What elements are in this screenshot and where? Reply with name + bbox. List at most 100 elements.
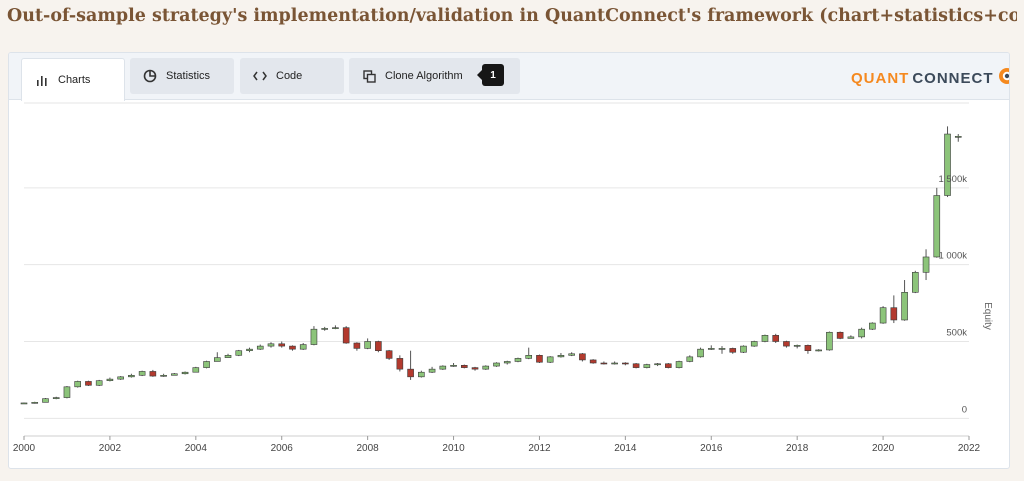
candle[interactable] xyxy=(826,331,833,351)
candle[interactable] xyxy=(729,347,737,354)
candle[interactable] xyxy=(954,134,962,142)
candle[interactable] xyxy=(761,334,769,343)
candle[interactable] xyxy=(804,344,812,354)
clone-icon xyxy=(361,68,377,84)
candle[interactable] xyxy=(665,363,672,369)
candle[interactable] xyxy=(503,360,511,365)
candle[interactable] xyxy=(224,353,232,358)
candle[interactable] xyxy=(493,362,500,367)
candle[interactable] xyxy=(482,365,490,370)
candle[interactable] xyxy=(95,379,103,387)
candle[interactable] xyxy=(375,340,382,353)
candle[interactable] xyxy=(439,365,447,370)
tab-charts[interactable]: Charts xyxy=(21,58,125,101)
candle[interactable] xyxy=(589,359,597,364)
candle[interactable] xyxy=(858,327,865,339)
candle[interactable] xyxy=(138,370,146,377)
candle[interactable] xyxy=(278,341,286,348)
equity-chart[interactable]: 2000 2002 2004 2006 2008 2010 2012 2014 2016 2018… xyxy=(9,101,1009,468)
candle[interactable] xyxy=(783,340,790,348)
candle[interactable] xyxy=(869,322,876,330)
candle[interactable] xyxy=(611,361,618,365)
candle[interactable] xyxy=(289,345,296,351)
candle[interactable] xyxy=(117,376,124,380)
candle[interactable] xyxy=(557,353,565,358)
candle[interactable] xyxy=(63,386,71,399)
candle[interactable] xyxy=(901,280,908,321)
tab-code-label: Code xyxy=(276,70,303,82)
candle[interactable] xyxy=(643,363,651,369)
candle-body xyxy=(160,374,167,377)
candle[interactable] xyxy=(750,340,758,347)
candle[interactable] xyxy=(836,331,844,340)
x-tick-label: 2016 xyxy=(700,443,723,454)
candle[interactable] xyxy=(772,333,780,344)
quantconnect-logo[interactable]: QUANT CONNECT xyxy=(851,66,1009,91)
candle[interactable] xyxy=(364,338,371,350)
candle[interactable] xyxy=(740,345,747,354)
candle[interactable] xyxy=(267,342,275,348)
candle[interactable] xyxy=(353,342,361,351)
candle[interactable] xyxy=(74,380,81,388)
candle[interactable] xyxy=(235,349,243,357)
candle[interactable] xyxy=(128,373,135,378)
candle[interactable] xyxy=(890,295,898,324)
candle[interactable] xyxy=(342,326,350,344)
candle[interactable] xyxy=(396,355,404,372)
candle[interactable] xyxy=(321,326,328,331)
candle[interactable] xyxy=(600,361,608,365)
candle[interactable] xyxy=(471,366,479,371)
candle[interactable] xyxy=(944,126,951,198)
candle[interactable] xyxy=(31,401,39,404)
tab-statistics[interactable]: Statistics xyxy=(130,58,234,94)
candle[interactable] xyxy=(686,355,694,363)
candle[interactable] xyxy=(546,356,554,363)
candle-body xyxy=(568,353,575,356)
candle[interactable] xyxy=(697,347,704,358)
candle[interactable] xyxy=(203,360,210,369)
candle[interactable] xyxy=(42,398,49,403)
candle[interactable] xyxy=(879,306,887,324)
candle[interactable] xyxy=(407,350,414,380)
candle[interactable] xyxy=(536,354,543,363)
tab-code[interactable]: Code xyxy=(240,58,344,94)
candle[interactable] xyxy=(793,344,801,349)
candle[interactable] xyxy=(428,366,436,373)
candle[interactable] xyxy=(847,335,855,339)
candle[interactable] xyxy=(654,363,661,367)
candle[interactable] xyxy=(568,352,575,357)
candle-body xyxy=(439,365,447,370)
candle[interactable] xyxy=(149,369,157,377)
candle[interactable] xyxy=(213,352,221,362)
candle[interactable] xyxy=(171,372,178,376)
candle[interactable] xyxy=(385,349,393,360)
candle[interactable] xyxy=(332,325,339,330)
candle[interactable] xyxy=(256,344,264,350)
candle[interactable] xyxy=(460,364,468,369)
candle[interactable] xyxy=(525,347,533,360)
candle[interactable] xyxy=(181,371,189,375)
candle[interactable] xyxy=(707,345,715,350)
candle[interactable] xyxy=(299,343,307,350)
candle[interactable] xyxy=(450,363,457,367)
candle[interactable] xyxy=(310,326,318,346)
candle[interactable] xyxy=(418,370,425,378)
candle[interactable] xyxy=(192,366,200,373)
candle[interactable] xyxy=(85,380,92,387)
candle[interactable] xyxy=(246,347,253,353)
candle[interactable] xyxy=(622,362,629,366)
candle[interactable] xyxy=(52,396,60,400)
candle[interactable] xyxy=(160,373,167,377)
candle[interactable] xyxy=(933,187,941,258)
candle[interactable] xyxy=(632,363,640,369)
candle[interactable] xyxy=(514,357,522,363)
candle[interactable] xyxy=(106,377,114,382)
candle-body xyxy=(353,342,361,349)
candle[interactable] xyxy=(718,346,726,354)
candle[interactable] xyxy=(922,249,930,281)
candle[interactable] xyxy=(675,360,683,369)
candle[interactable] xyxy=(815,349,822,352)
candle[interactable] xyxy=(20,402,28,405)
candle[interactable] xyxy=(912,270,919,294)
candle[interactable] xyxy=(579,353,586,362)
